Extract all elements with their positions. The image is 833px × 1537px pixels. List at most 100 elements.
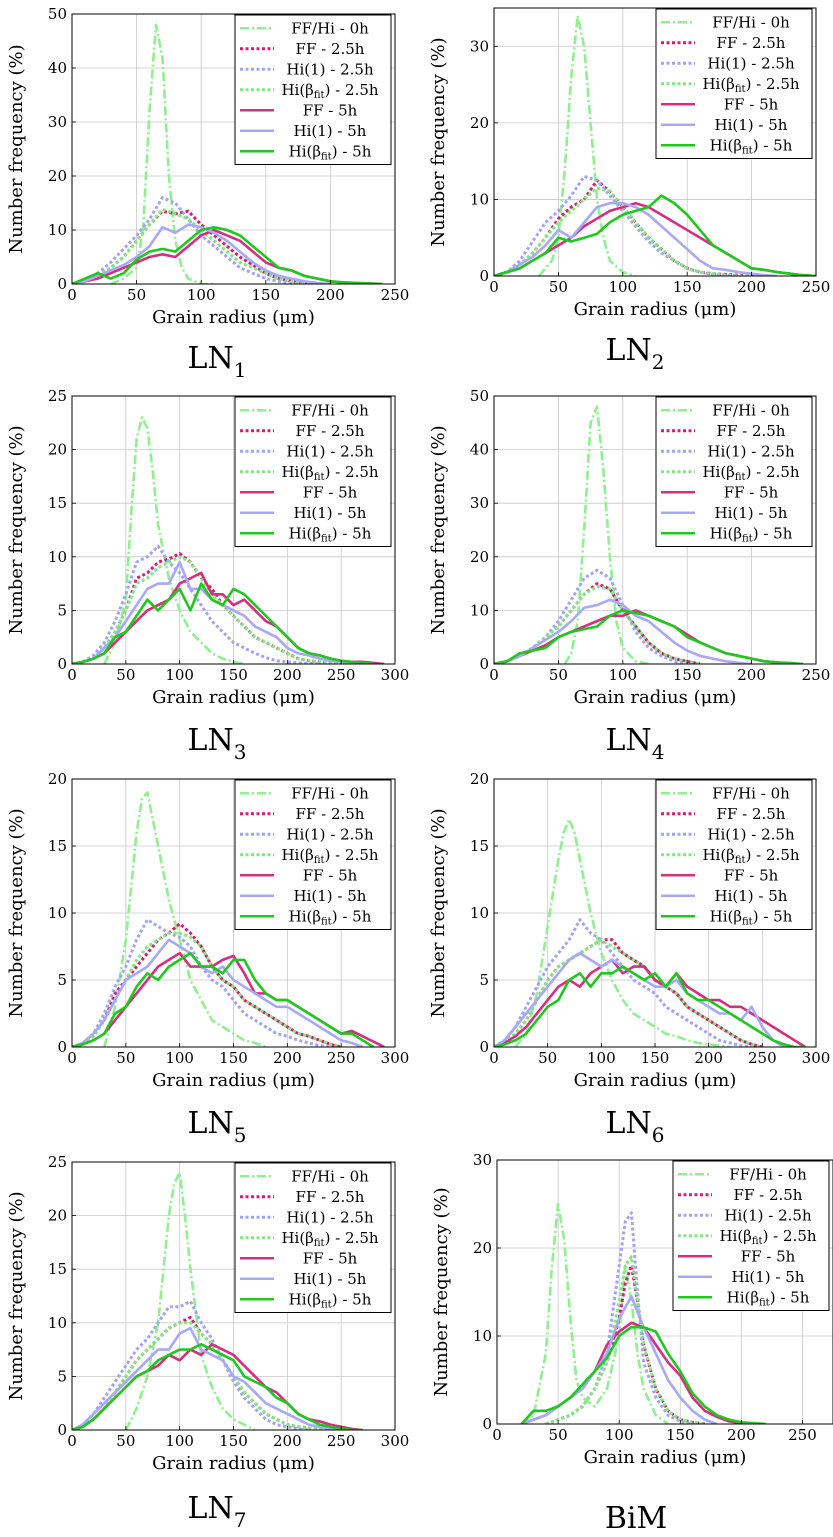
x-tick-label: 100 (608, 666, 637, 684)
chart-panel-7: 0 50 100 150 200 250 300 0 5 10 15 20 25 Grain radius… (6, 1153, 409, 1532)
series-line-6 (72, 560, 363, 664)
x-tick-label: 0 (67, 286, 77, 304)
legend-box (655, 396, 813, 547)
series-line-4 (72, 207, 318, 284)
series-line-7 (494, 194, 816, 276)
legend: FF/Hi - 0h FF - 2.5h Hi(1) - 2.5h Hi(βfit) … (655, 8, 813, 159)
legend-label: Hi(βfit) - 5h (710, 136, 793, 156)
x-axis-label: Grain radius (μm) (584, 1447, 747, 1468)
series-group (72, 1171, 363, 1430)
x-axis-label: Grain radius (μm) (152, 1070, 315, 1091)
y-tick-label: 0 (57, 275, 67, 293)
x-tick-label: 0 (489, 278, 499, 296)
x-tick-label: 0 (489, 1049, 499, 1067)
series-line-4 (72, 555, 342, 664)
series-line-3 (494, 174, 739, 276)
series-group (520, 1202, 766, 1424)
legend-label: FF - 5h (741, 1247, 796, 1265)
series-line-7 (72, 1342, 363, 1430)
y-tick-label: 10 (48, 904, 67, 922)
chart-panel-1: 0 50 100 150 200 250 0 10 20 30 40 50 Grain radius (… (6, 5, 409, 382)
legend-label: Hi(1) - 2.5h (707, 442, 795, 460)
panel-title: LN5 (188, 1106, 247, 1147)
series-line-2 (494, 178, 765, 276)
legend: FF/Hi - 0h FF - 2.5h Hi(1) - 2.5h Hi(βfit) … (234, 1162, 392, 1313)
panel-title: BiM (605, 1501, 667, 1536)
x-axis-label: Grain radius (μm) (574, 687, 737, 708)
y-tick-label: 50 (470, 387, 489, 405)
y-tick-label: 20 (470, 770, 489, 788)
series-group (72, 23, 383, 284)
legend-label: Hi(βfit) - 2.5h (702, 463, 799, 483)
x-tick-label: 300 (381, 1432, 410, 1450)
legend-label: Hi(βfit) - 5h (289, 142, 372, 162)
x-tick-label: 50 (116, 1432, 135, 1450)
series-line-6 (494, 201, 778, 276)
y-axis-label: Number frequency (%) (6, 425, 27, 634)
series-group (494, 405, 804, 664)
y-axis-label: Number frequency (%) (428, 37, 449, 246)
x-tick-label: 0 (67, 1049, 77, 1067)
x-tick-label: 250 (788, 1426, 817, 1444)
axes-frame (493, 395, 817, 665)
legend-label: Hi(βfit) - 5h (727, 1288, 810, 1308)
legend-label: FF - 2.5h (296, 422, 365, 440)
y-tick-label: 10 (48, 1314, 67, 1332)
x-tick-label: 200 (737, 666, 766, 684)
x-tick-label: 100 (605, 1426, 634, 1444)
legend-box (672, 1160, 830, 1311)
series-group (72, 416, 385, 664)
x-tick-label: 200 (737, 278, 766, 296)
y-tick-label: 40 (470, 441, 489, 459)
series-line-2 (494, 582, 701, 664)
series-group (494, 14, 816, 276)
y-tick-label: 40 (48, 59, 67, 77)
y-tick-label: 10 (48, 221, 67, 239)
x-tick-label: 50 (116, 1049, 135, 1067)
x-tick-label: 200 (273, 1432, 302, 1450)
series-line-1 (538, 14, 637, 276)
y-axis-label: Number frequency (%) (6, 808, 27, 1017)
x-tick-label: 300 (381, 1049, 410, 1067)
panel-title: LN6 (606, 1106, 665, 1147)
legend: FF/Hi - 0h FF - 2.5h Hi(1) - 2.5h Hi(βfit) … (234, 14, 392, 165)
y-tick-label: 30 (470, 37, 489, 55)
legend-label: Hi(1) - 2.5h (707, 825, 795, 843)
x-tick-label: 100 (187, 286, 216, 304)
y-tick-label: 30 (473, 1151, 492, 1169)
legend-label: FF - 5h (303, 866, 358, 884)
x-tick-label: 50 (538, 1049, 557, 1067)
y-tick-label: 5 (57, 601, 67, 619)
y-tick-label: 20 (470, 114, 489, 132)
legend: FF/Hi - 0h FF - 2.5h Hi(1) - 2.5h Hi(βfit) … (655, 779, 813, 930)
series-line-1 (514, 817, 731, 1047)
legend-box (655, 8, 813, 159)
x-tick-label: 50 (127, 286, 146, 304)
x-tick-label: 0 (67, 666, 77, 684)
y-tick-label: 30 (48, 113, 67, 131)
x-tick-label: 150 (219, 1049, 248, 1067)
y-tick-label: 10 (473, 1327, 492, 1345)
y-tick-label: 15 (470, 837, 489, 855)
x-tick-label: 0 (67, 1432, 77, 1450)
x-tick-label: 200 (694, 1049, 723, 1067)
legend-label: Hi(βfit) - 2.5h (702, 75, 799, 95)
legend-label: FF - 5h (724, 95, 779, 113)
y-tick-label: 20 (470, 548, 489, 566)
legend-box (234, 779, 392, 930)
y-tick-label: 15 (48, 494, 67, 512)
legend-label: FF - 5h (303, 101, 358, 119)
legend-box (234, 396, 392, 547)
legend-label: FF - 5h (724, 866, 779, 884)
legend-label: FF/Hi - 0h (712, 784, 790, 802)
y-tick-label: 5 (57, 1367, 67, 1385)
axes-frame (71, 13, 396, 285)
y-tick-label: 20 (48, 1207, 67, 1225)
x-tick-label: 300 (802, 1049, 831, 1067)
legend-label: Hi(βfit) - 5h (289, 524, 372, 544)
y-tick-label: 5 (57, 971, 67, 989)
legend-box (655, 779, 813, 930)
series-line-7 (520, 1325, 766, 1424)
y-tick-label: 20 (473, 1239, 492, 1257)
